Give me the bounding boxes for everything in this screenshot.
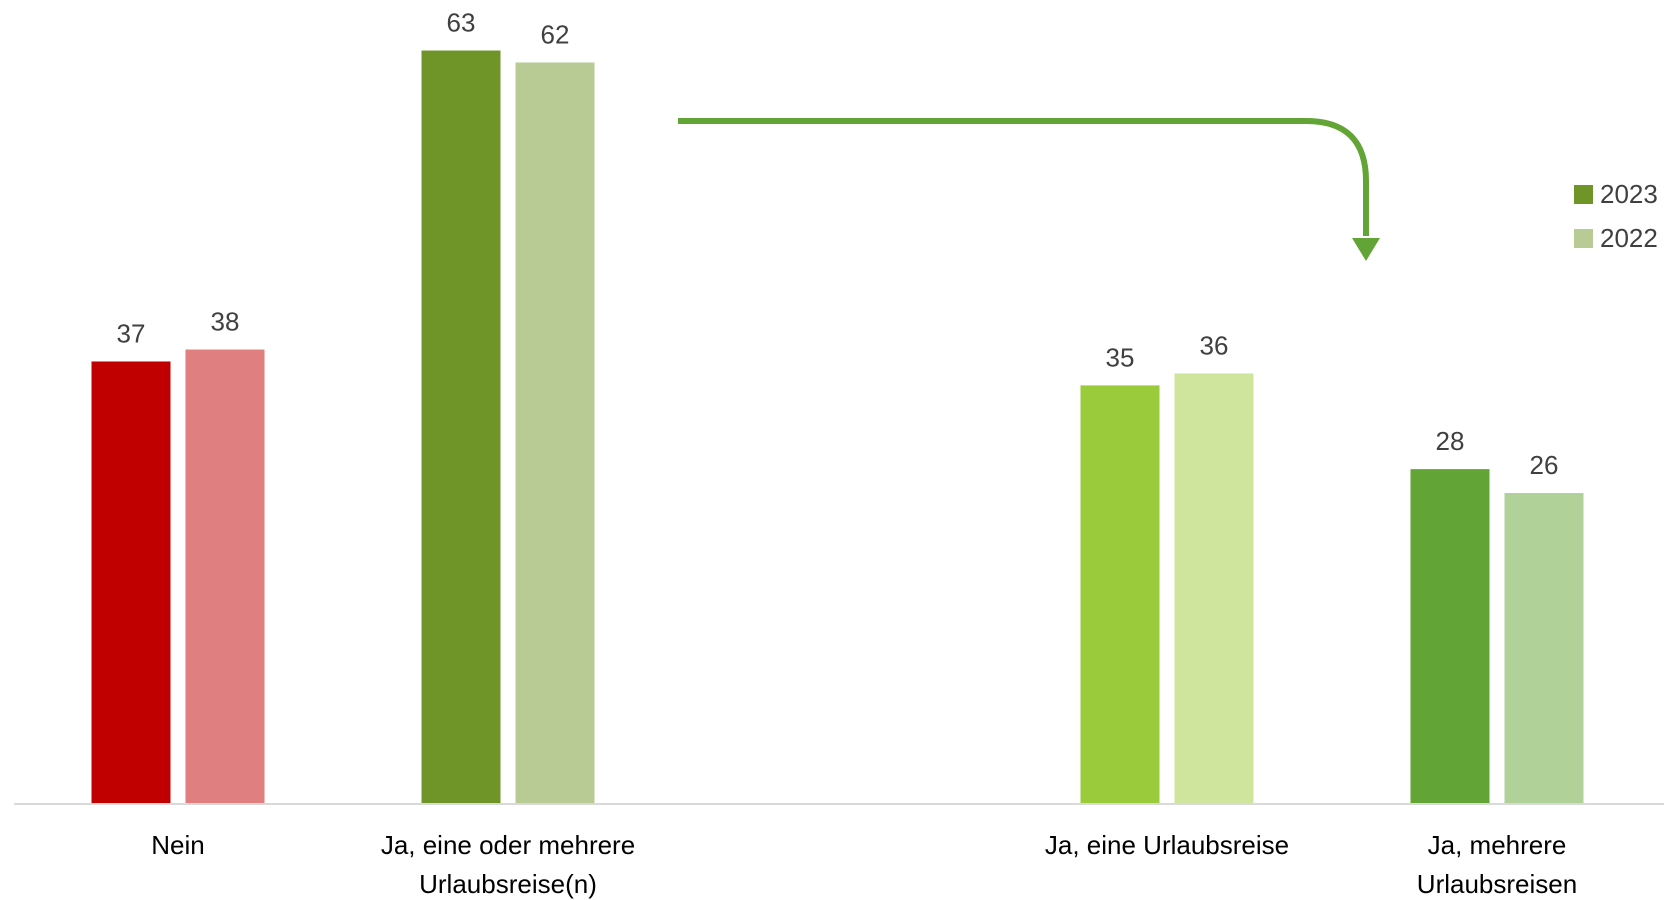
legend-label-2023: 2023 — [1600, 179, 1658, 209]
bars-group — [91, 50, 1584, 805]
bar-2023-2 — [1080, 385, 1160, 804]
value-label-2023-3: 28 — [1436, 426, 1465, 456]
value-label-2023-0: 37 — [117, 318, 146, 348]
bar-2022-0 — [185, 349, 265, 804]
value-labels-group: 37 38 63 62 35 36 28 26 — [117, 8, 1559, 481]
bar-2022-1 — [515, 62, 595, 805]
bar-2023-0 — [91, 361, 171, 804]
legend: 2023 2022 — [1574, 179, 1658, 253]
legend-swatch-2022 — [1574, 229, 1593, 248]
category-label-1-line-1: Urlaubsreise(n) — [419, 869, 597, 899]
arrow-line — [678, 118, 1369, 236]
category-label-3-line-1: Urlaubsreisen — [1417, 869, 1577, 899]
category-label-3-line-0: Ja, mehrere — [1428, 830, 1567, 860]
legend-swatch-2023 — [1574, 185, 1593, 204]
bar-2023-3 — [1410, 469, 1490, 804]
value-label-2022-3: 26 — [1530, 450, 1559, 480]
bar-2023-1 — [421, 50, 501, 804]
category-label-1-line-0: Ja, eine oder mehrere — [381, 830, 635, 860]
category-labels-group: Nein Ja, eine oder mehrere Urlaubsreise(n)… — [151, 830, 1577, 899]
value-label-2023-2: 35 — [1106, 342, 1135, 372]
category-label-0-line-0: Nein — [151, 830, 204, 860]
value-label-2023-1: 63 — [447, 8, 476, 38]
category-label-2-line-0: Ja, eine Urlaubsreise — [1045, 830, 1289, 860]
bar-2022-3 — [1504, 493, 1584, 804]
arrow-head — [1352, 238, 1380, 261]
bar-2022-2 — [1174, 373, 1254, 804]
flow-arrow — [678, 118, 1380, 261]
value-label-2022-1: 62 — [541, 19, 570, 49]
value-label-2022-0: 38 — [211, 307, 240, 337]
value-label-2022-2: 36 — [1200, 330, 1229, 360]
legend-label-2022: 2022 — [1600, 223, 1658, 253]
